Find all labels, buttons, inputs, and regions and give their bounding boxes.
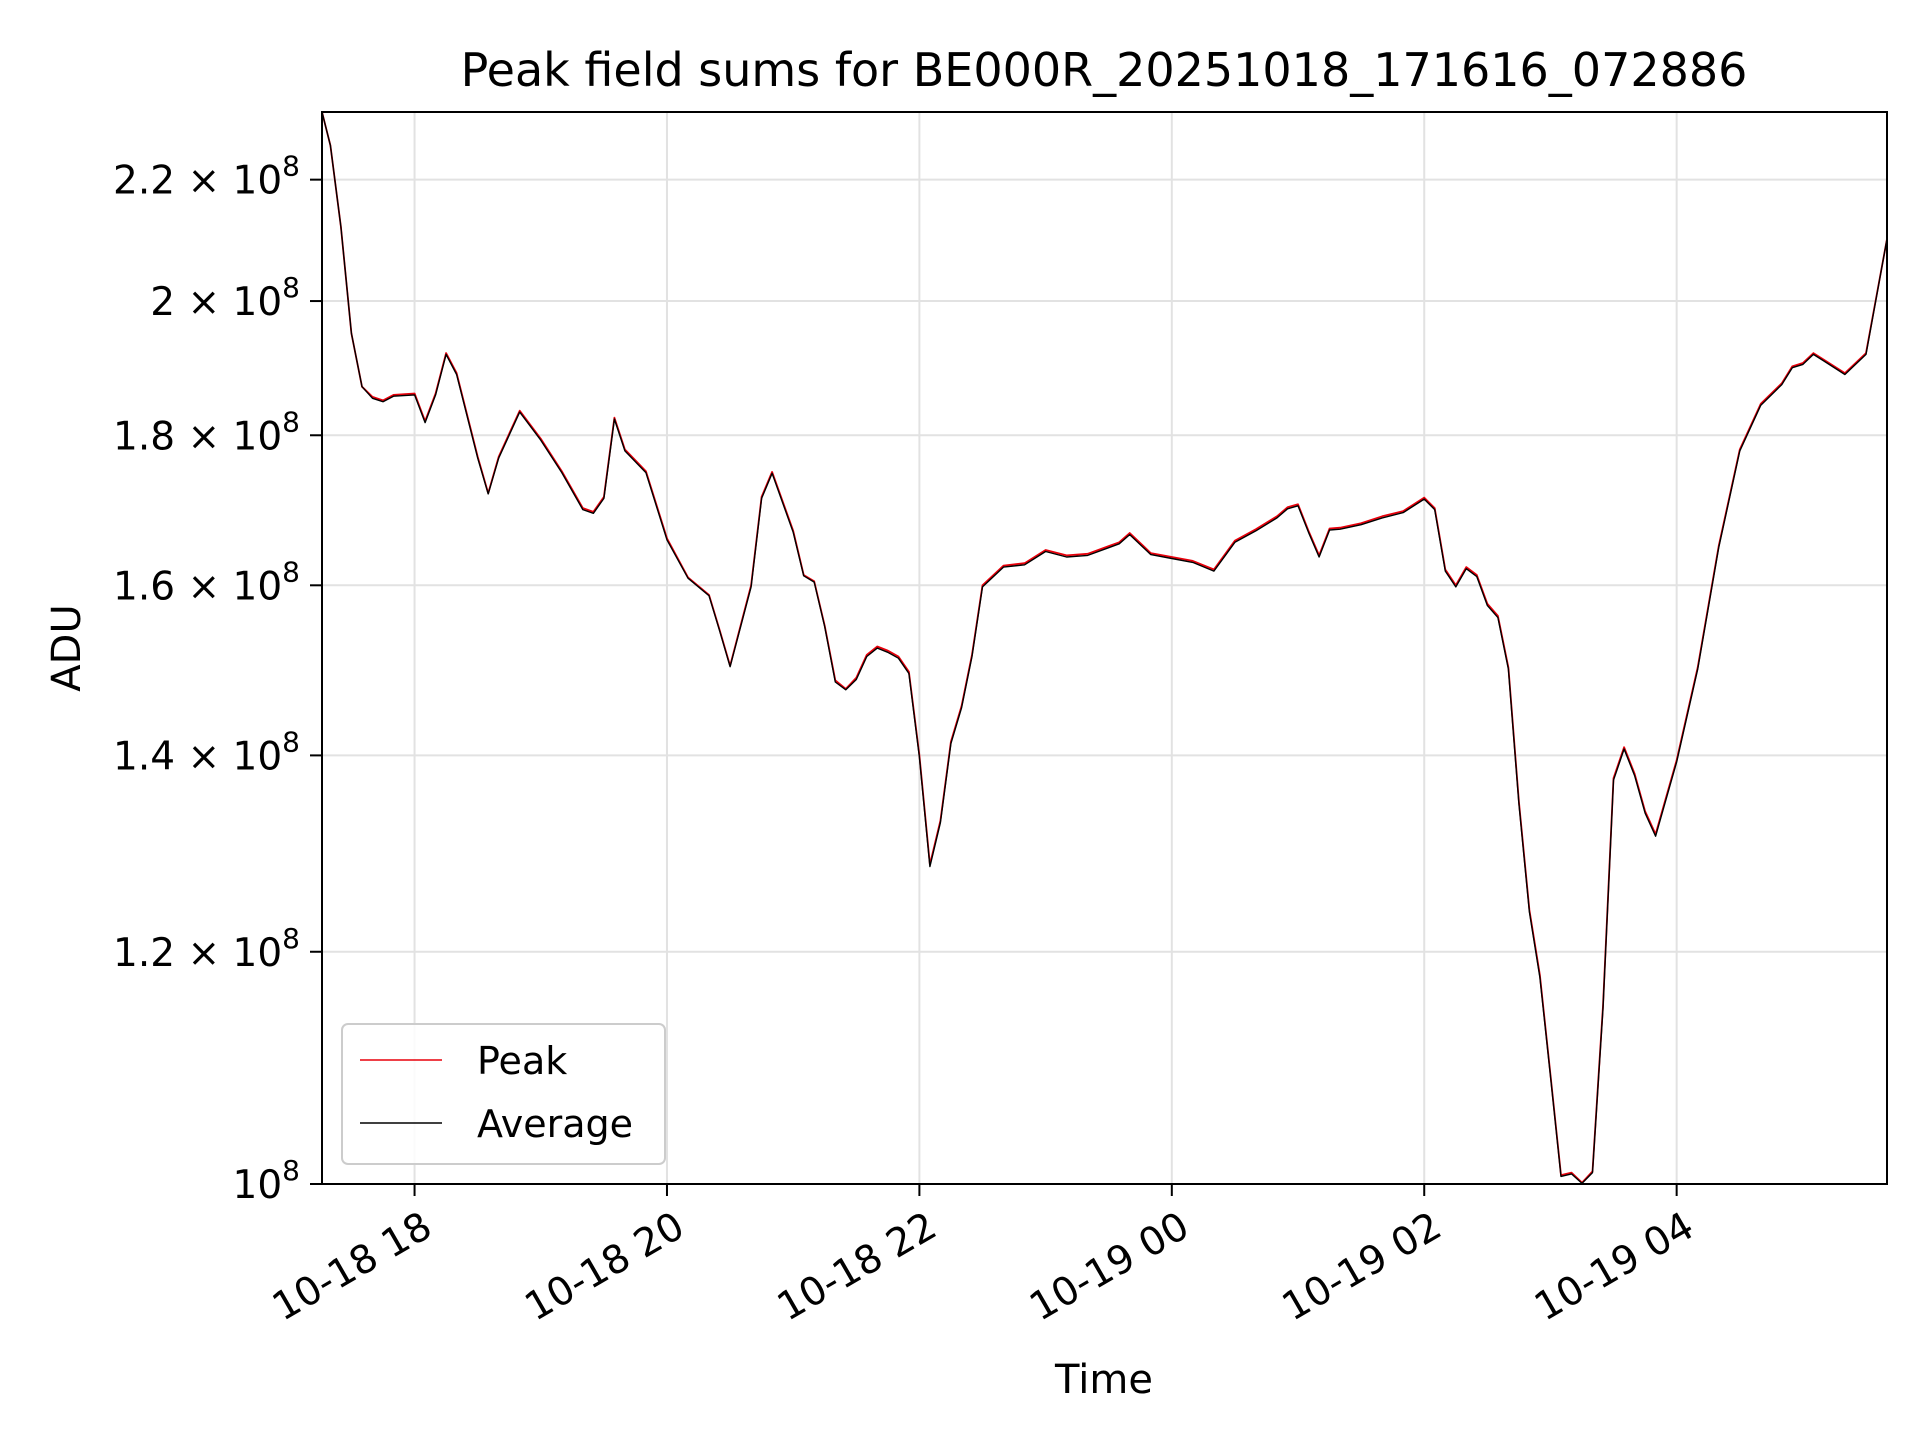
x-axis-label: Time: [1054, 1357, 1153, 1403]
x-tick-label: 10-18 18: [265, 1204, 439, 1331]
x-tick-label: 10-19 00: [1022, 1204, 1196, 1331]
x-tick-label: 10-18 22: [770, 1204, 944, 1331]
y-tick-label: 108: [233, 1154, 300, 1208]
y-tick-mantissa: 2: [150, 280, 175, 325]
y-tick-label: 1.8 × 108: [113, 405, 300, 459]
y-tick-label: 1.2 × 108: [113, 922, 300, 976]
legend-label-average: Average: [477, 1102, 633, 1146]
y-tick-mantissa: 2.2: [113, 159, 175, 204]
y-tick-exponent: 8: [282, 922, 300, 955]
y-tick-exponent: 8: [282, 271, 300, 304]
legend-box: [341, 1023, 666, 1165]
grid-lines: [322, 112, 1887, 1184]
series-layer: [322, 112, 1887, 1184]
x-axis: 10-18 18 10-18 20 10-18 22 10-19 00 10-19 02…: [265, 1184, 1702, 1331]
series-line-average: [322, 112, 1887, 1184]
y-tick-exponent: 8: [282, 405, 300, 438]
y-tick-exponent: 8: [282, 1154, 300, 1187]
y-tick-exponent: 8: [282, 725, 300, 758]
y-tick-label: 1.6 × 108: [113, 555, 300, 609]
legend-label-peak: Peak: [477, 1039, 567, 1083]
y-axis-label: ADU: [44, 604, 90, 691]
chart-title: Peak field sums for BE000R_20251018_1716…: [461, 43, 1748, 97]
y-tick-label: 1.4 × 108: [113, 725, 300, 779]
x-tick-label: 10-19 02: [1275, 1204, 1449, 1331]
y-tick-mantissa: 1.2: [113, 931, 175, 976]
y-tick-label: 2 × 108: [150, 271, 300, 325]
plot-frame: [321, 111, 1888, 1185]
y-tick-exponent: 8: [282, 150, 300, 183]
x-tick-label: 10-19 04: [1527, 1204, 1701, 1331]
y-axis: 108 1.2 × 108 1.4 × 108 1.6 × 108 1.8 × 108 2…: [113, 150, 322, 1208]
y-tick-label: 2.2 × 108: [113, 150, 300, 204]
y-tick-exponent: 8: [282, 555, 300, 588]
legend: Peak Average: [341, 1023, 666, 1165]
y-tick-mantissa: 1.4: [113, 734, 175, 779]
x-tick-label: 10-18 20: [518, 1204, 692, 1331]
y-tick-mantissa: 1.8: [113, 414, 175, 459]
series-line-peak: [322, 112, 1887, 1184]
y-tick-mantissa: 1.6: [113, 564, 175, 609]
